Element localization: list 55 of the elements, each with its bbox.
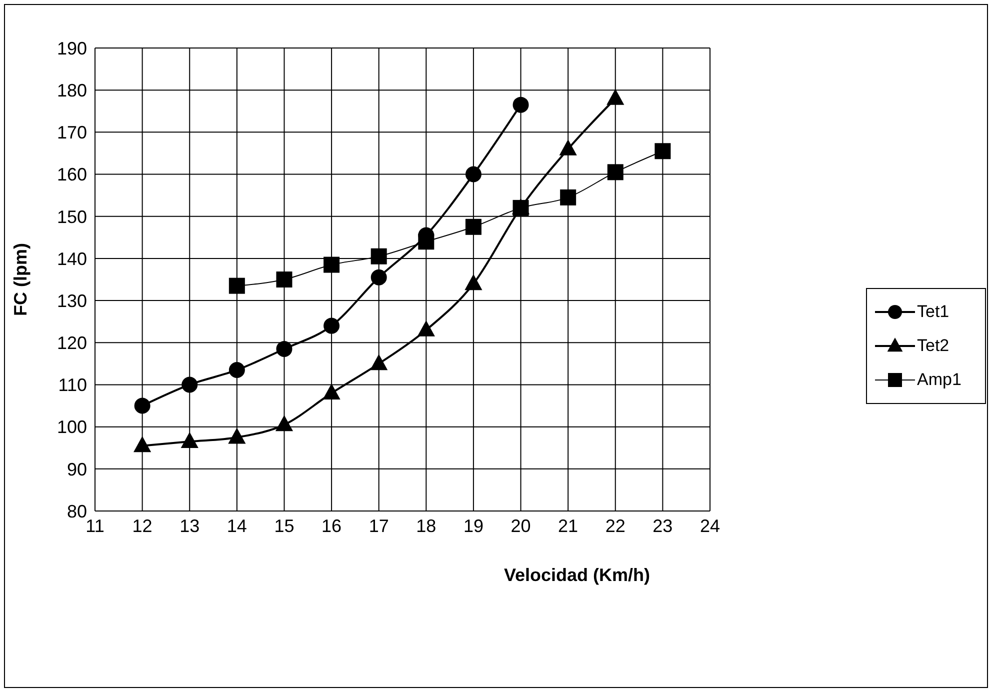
x-tick-label: 19 [463,516,484,536]
point [465,218,482,235]
point [228,362,245,378]
x-tick-label: 11 [86,516,104,536]
x-tick-label: 16 [322,516,342,536]
point [560,189,576,206]
point [276,340,292,357]
legend-label: Tet2 [917,336,950,356]
x-tick-label: 23 [652,516,673,536]
legend-label: Amp1 [917,370,962,390]
y-tick-label: 140 [56,248,87,269]
point [654,143,671,160]
point [607,164,624,180]
y-tick-label: 120 [56,333,87,354]
point [512,96,529,113]
point [322,384,340,400]
x-tick-label: 21 [558,516,578,536]
point [370,248,387,264]
x-axis-title: Velocidad (Km/h) [504,565,650,585]
x-tick-label: 15 [274,516,294,536]
point [324,256,340,273]
y-tick-label: 90 [66,459,87,480]
legend-label: Tet1 [917,302,950,322]
point [370,354,388,370]
point [134,436,152,452]
y-tick-label: 190 [56,38,87,58]
x-tick-label: 17 [368,516,389,536]
x-tick-label: 22 [605,516,626,536]
y-tick-label: 110 [58,375,87,396]
y-tick-label: 160 [56,164,87,185]
x-tick-label: 18 [416,516,436,536]
x-tick-label: 14 [226,516,247,536]
point [228,278,245,294]
point [464,274,482,290]
y-axis-title: FC (lpm) [10,243,30,316]
point [275,415,294,432]
y-tick-label: 80 [66,501,87,522]
y-tick-label: 100 [56,417,87,438]
point [465,166,482,182]
point [134,398,150,414]
y-tick-label: 170 [56,122,87,143]
point [370,269,387,286]
y-tick-label: 180 [56,80,87,100]
point [180,432,198,448]
y-tick-label: 150 [56,206,87,227]
x-tick-label: 24 [700,516,720,536]
point [276,272,292,288]
point [324,318,340,334]
x-tick-label: 12 [132,516,152,536]
x-tick-label: 20 [510,516,531,536]
point [417,320,435,336]
point [182,376,198,393]
x-tick-label: 13 [180,516,200,536]
y-tick-label: 130 [56,290,87,311]
point [228,428,246,444]
